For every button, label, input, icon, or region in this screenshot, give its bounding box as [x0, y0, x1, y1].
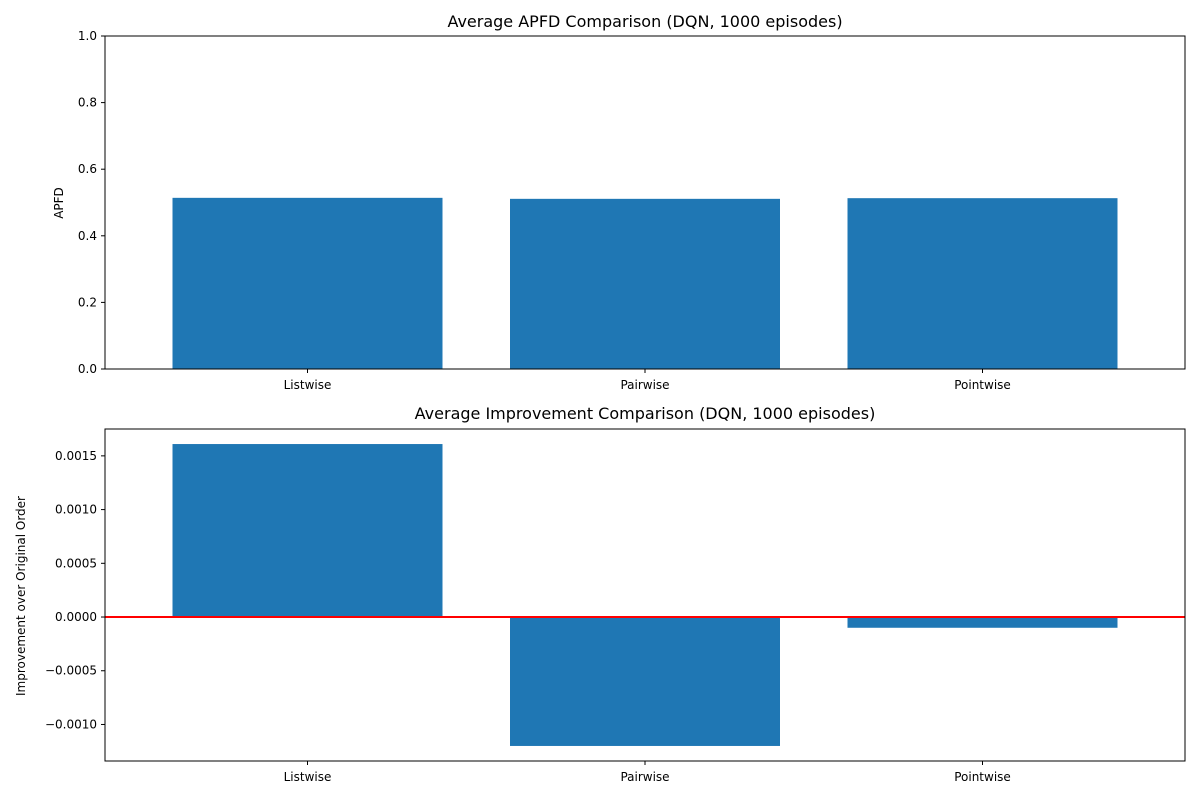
plot-frame: [104, 428, 1186, 762]
chart-apfd: Average APFD Comparison (DQN, 1000 episo…: [52, 12, 1186, 392]
bar-listwise: [172, 197, 443, 369]
x-tick-label: Pointwise: [954, 770, 1011, 784]
y-tick-labels: 0.0 0.2 0.4 0.6 0.8 1.0: [78, 29, 105, 376]
bars: [172, 197, 1118, 369]
x-tick-label: Pairwise: [620, 770, 669, 784]
chart-title: Average Improvement Comparison (DQN, 100…: [415, 404, 876, 423]
y-tick-label: 0.0015: [55, 449, 97, 463]
bar-pairwise: [510, 198, 780, 369]
x-tick-label: Listwise: [284, 378, 332, 392]
y-axis-label: Improvement over Original Order: [14, 496, 28, 696]
y-tick-label: 0.0000: [55, 610, 97, 624]
bar-listwise: [172, 444, 443, 618]
y-tick-labels: −0.0010 −0.0005 0.0000 0.0005 0.0010 0.0015: [45, 449, 105, 731]
y-tick-label: 0.0010: [55, 503, 97, 517]
bar-pairwise: [510, 617, 780, 746]
bars: [172, 444, 1118, 746]
plot-frame: [104, 35, 1186, 370]
x-tick-label: Listwise: [284, 770, 332, 784]
y-tick-label: 0.4: [78, 229, 97, 243]
y-tick-label: −0.0005: [45, 664, 97, 678]
y-axis-label: APFD: [52, 187, 66, 219]
bar-pointwise: [847, 198, 1118, 369]
y-tick-label: 0.0: [78, 362, 97, 376]
x-tick-label: Pairwise: [620, 378, 669, 392]
x-tick-labels: Listwise Pairwise Pointwise: [284, 761, 1011, 784]
x-tick-label: Pointwise: [954, 378, 1011, 392]
chart-title: Average APFD Comparison (DQN, 1000 episo…: [447, 12, 842, 31]
y-tick-label: −0.0010: [45, 717, 97, 731]
chart-improvement: Average Improvement Comparison (DQN, 100…: [14, 404, 1186, 784]
y-tick-label: 0.2: [78, 295, 97, 309]
y-tick-label: 0.6: [78, 162, 97, 176]
y-tick-label: 0.8: [78, 96, 97, 110]
y-tick-label: 1.0: [78, 29, 97, 43]
bar-pointwise: [847, 617, 1118, 628]
y-tick-label: 0.0005: [55, 556, 97, 570]
x-tick-labels: Listwise Pairwise Pointwise: [284, 369, 1011, 392]
